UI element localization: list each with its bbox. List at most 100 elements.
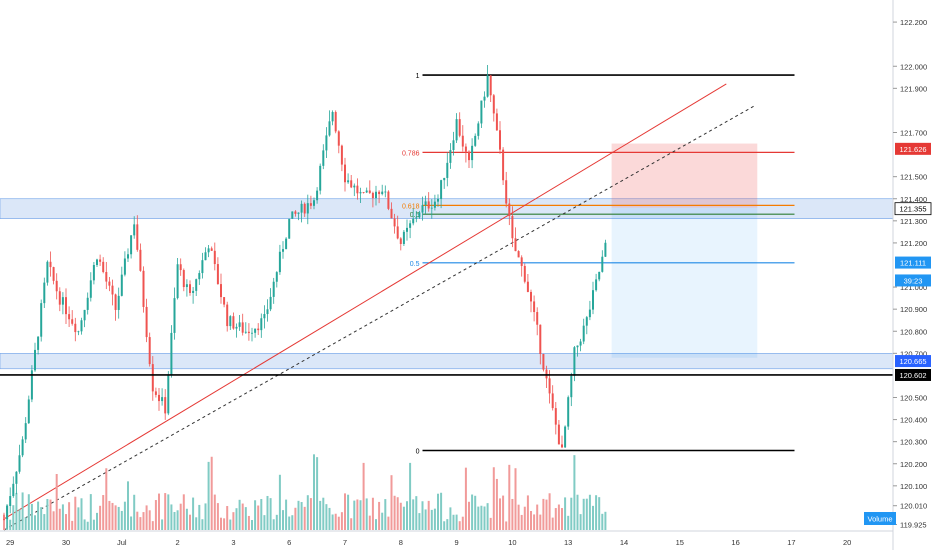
volume-label: Volume <box>867 515 892 524</box>
volume-bar <box>12 505 15 530</box>
candle-body <box>173 298 176 333</box>
candlesticks <box>3 65 607 529</box>
volume-bars <box>3 454 607 530</box>
candle-body <box>387 191 390 209</box>
time-tick-label: 14 <box>620 538 628 547</box>
candle-body <box>102 261 105 272</box>
volume-bar <box>313 454 315 530</box>
price-tick-label: 120.700 <box>900 349 927 358</box>
candle-body <box>198 273 201 280</box>
volume-bar <box>92 519 95 530</box>
volume-bar <box>567 515 570 530</box>
price-badge-label: 120.665 <box>899 357 926 366</box>
volume-bar <box>96 512 98 530</box>
volume-bar <box>142 512 145 530</box>
volume-bar <box>285 499 288 530</box>
volume-bar <box>486 503 489 530</box>
candle-body <box>548 378 551 394</box>
candle-body <box>294 211 297 214</box>
volume-bar <box>325 504 328 530</box>
volume-bar <box>474 495 477 530</box>
volume-bar <box>86 521 89 530</box>
volume-bar <box>499 498 501 530</box>
candle-body <box>86 297 89 310</box>
volume-label-bg <box>864 512 896 525</box>
candle-body <box>34 349 36 371</box>
candle-body <box>71 319 74 324</box>
volume-bar <box>387 516 390 530</box>
volume-bar <box>232 512 235 530</box>
candle-body <box>204 252 207 261</box>
candle-body <box>331 112 334 122</box>
candle-body <box>474 135 477 146</box>
candle-body <box>471 145 474 161</box>
volume-bar <box>201 519 204 530</box>
volume-bar <box>102 495 105 530</box>
volume-bar <box>582 498 585 530</box>
volume-bar <box>443 521 446 530</box>
candle-body <box>561 444 563 448</box>
candle-body <box>297 212 300 214</box>
volume-bar <box>3 514 5 530</box>
volume-bar <box>520 514 523 530</box>
volume-bar <box>402 506 405 530</box>
candle-body <box>130 235 133 255</box>
candle-body <box>148 337 151 365</box>
volume-bar <box>21 492 24 530</box>
fib-level-label: 0.5 <box>410 261 420 268</box>
volume-bar <box>37 501 40 530</box>
fib-level-label: 0.786 <box>402 150 420 157</box>
volume-bar <box>328 507 331 530</box>
candle-body <box>390 208 393 219</box>
volume-bar <box>185 508 188 530</box>
candle-body <box>601 256 604 272</box>
candle-body <box>365 190 368 193</box>
candle-body <box>461 135 464 147</box>
candle-body <box>30 370 33 400</box>
volume-bar <box>24 517 27 530</box>
candle-body <box>598 271 601 280</box>
volume-bar <box>350 518 353 530</box>
candle-body <box>189 284 191 293</box>
volume-bar <box>433 508 436 530</box>
candle-body <box>520 257 523 266</box>
candle-body <box>24 423 27 440</box>
volume-bar <box>176 510 179 530</box>
candle-body <box>229 316 232 327</box>
volume-bar <box>406 501 408 530</box>
candle-body <box>263 314 266 319</box>
position-box <box>611 143 758 358</box>
volume-bar <box>30 503 33 530</box>
candle-body <box>536 312 539 325</box>
time-axis[interactable]: 29 30 Jul 2 3 6 7 8 9 10 13 14 15 16 17 20 <box>0 530 893 547</box>
candle-body <box>269 296 272 310</box>
volume-bar <box>148 510 151 530</box>
volume-bar <box>263 515 266 530</box>
candle-body <box>105 271 108 282</box>
price-tick-label: 121.400 <box>900 195 927 204</box>
fib-level-label: 0.618 <box>402 203 420 210</box>
candle-body <box>526 281 529 292</box>
candle-body <box>92 264 95 281</box>
volume-bar <box>415 496 418 530</box>
candle-body <box>449 150 452 163</box>
candle-body <box>77 331 80 333</box>
volume-bar <box>18 509 21 530</box>
candle-body <box>12 483 15 497</box>
candle-body <box>443 177 446 181</box>
volume-bar <box>322 497 325 530</box>
volume-bar <box>390 475 393 530</box>
volume-bar <box>154 500 157 530</box>
candle-body <box>52 267 55 281</box>
volume-bar <box>396 497 399 530</box>
candle-body <box>306 203 309 214</box>
candle-body <box>158 394 160 402</box>
volume-bar <box>347 494 350 530</box>
price-tick-label: 120.400 <box>900 416 927 425</box>
candle-body <box>266 309 269 315</box>
price-tick-label: 122.200 <box>900 18 927 27</box>
price-tick-label: 119.925 <box>900 520 927 529</box>
price-badges: 121.626 121.355 121.111 39:23 120.665 120.602 <box>894 142 932 381</box>
candle-body <box>446 162 449 178</box>
